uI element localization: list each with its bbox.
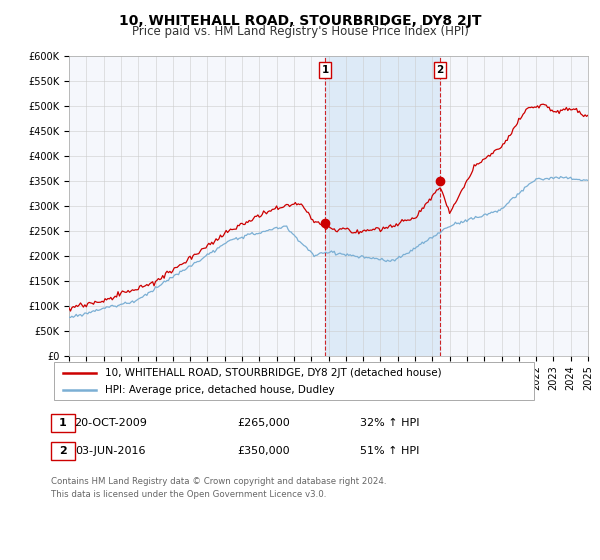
- Text: 1: 1: [322, 65, 329, 75]
- Text: £350,000: £350,000: [238, 446, 290, 456]
- Text: HPI: Average price, detached house, Dudley: HPI: Average price, detached house, Dudl…: [105, 385, 335, 395]
- Text: 51% ↑ HPI: 51% ↑ HPI: [361, 446, 419, 456]
- Bar: [325, 56, 440, 356]
- Text: 32% ↑ HPI: 32% ↑ HPI: [360, 418, 420, 428]
- Text: 20-OCT-2009: 20-OCT-2009: [74, 418, 148, 428]
- Text: £265,000: £265,000: [238, 418, 290, 428]
- Text: 10, WHITEHALL ROAD, STOURBRIDGE, DY8 2JT (detached house): 10, WHITEHALL ROAD, STOURBRIDGE, DY8 2JT…: [105, 368, 442, 378]
- Text: 2: 2: [436, 65, 444, 75]
- Text: 10, WHITEHALL ROAD, STOURBRIDGE, DY8 2JT: 10, WHITEHALL ROAD, STOURBRIDGE, DY8 2JT: [119, 14, 481, 28]
- Text: 2: 2: [59, 446, 67, 456]
- Text: 1: 1: [59, 418, 67, 428]
- Text: 03-JUN-2016: 03-JUN-2016: [76, 446, 146, 456]
- Text: Contains HM Land Registry data © Crown copyright and database right 2024.
This d: Contains HM Land Registry data © Crown c…: [51, 477, 386, 498]
- Text: Price paid vs. HM Land Registry's House Price Index (HPI): Price paid vs. HM Land Registry's House …: [131, 25, 469, 38]
